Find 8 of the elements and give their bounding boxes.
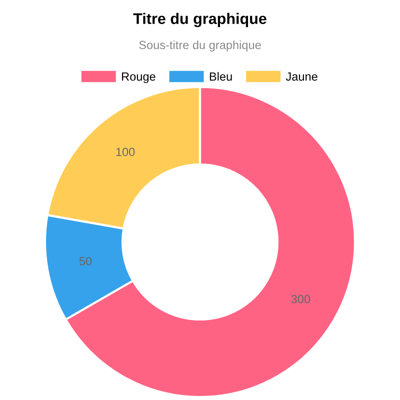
legend-label: Rouge bbox=[122, 72, 156, 84]
data-label: 50 bbox=[79, 256, 92, 266]
chart-title: Titre du graphique bbox=[133, 12, 266, 28]
data-label: 300 bbox=[291, 294, 310, 304]
chart-subtitle: Sous-titre du graphique bbox=[139, 40, 261, 52]
legend-label: Jaune bbox=[286, 72, 318, 81]
data-label: 100 bbox=[116, 148, 135, 156]
legend-label: Bleu bbox=[210, 72, 232, 81]
